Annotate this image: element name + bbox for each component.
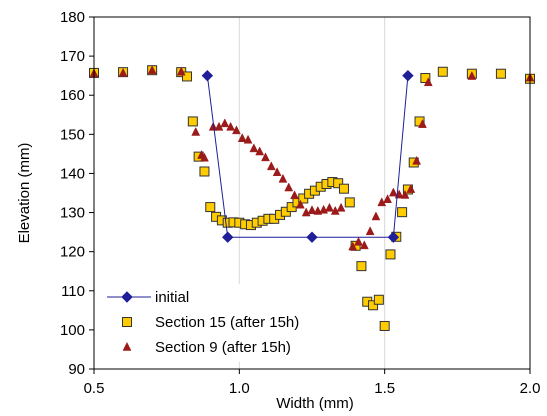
data-point [261,152,270,162]
data-point [406,184,416,193]
series-initial [201,69,414,243]
data-point [371,211,381,221]
x-tick-label: 0.5 [84,380,105,397]
data-point [356,261,367,272]
data-point [383,194,392,204]
data-point [387,231,400,243]
data-point [402,69,414,82]
y-tick-label: 130 [60,205,85,222]
data-point [365,226,375,236]
legend-item-initial: initial [107,289,189,306]
y-tick-label: 90 [68,361,85,378]
data-point [301,207,311,217]
x-tick-label: 2.0 [520,380,541,397]
data-point [118,67,128,77]
data-point [187,116,198,127]
plot-frame [93,16,531,370]
data-point [295,199,305,209]
data-point [397,207,408,218]
data-point [325,202,334,212]
data-point [467,70,477,80]
legend-marker [122,341,132,351]
y-tick-label: 180 [60,9,85,26]
legend-marker [121,291,133,303]
data-point [333,178,344,189]
x-tick-label: 1.5 [374,380,395,397]
data-point [388,187,398,197]
y-tick-label: 100 [60,322,85,339]
y-axis-title: Elevation (mm) [16,143,33,244]
data-point [400,189,410,199]
y-tick-label: 120 [60,244,85,261]
data-point [423,77,433,87]
legend-marker [122,317,132,327]
data-point [147,65,157,74]
legend-item-section-9: Section 9 (after 15h) [122,339,291,356]
data-point [290,190,299,200]
data-point [272,167,282,177]
data-point [368,300,379,311]
y-tick-label: 140 [60,165,85,182]
legend-label: Section 9 (after 15h) [155,339,291,356]
data-point [200,152,209,162]
legend-label: initial [155,289,189,306]
data-point [284,182,294,192]
data-point [226,121,236,131]
data-point [385,249,396,260]
data-point [307,205,317,214]
axis-ticks: 90 100 110 120 130 140 150 160 170 180 0.5 1.0 1.5 2.… [60,9,540,397]
data-point [199,166,210,177]
data-point [418,119,427,128]
data-point [237,133,247,142]
data-point [437,66,448,77]
data-point [379,320,390,331]
data-point [412,155,422,165]
data-point [373,294,384,305]
data-point [420,73,431,84]
series-section-9 [89,65,535,251]
data-point [495,68,506,79]
data-point [336,202,346,212]
data-point [205,202,216,213]
data-point [359,240,369,250]
y-tick-label: 150 [60,126,85,143]
data-point [348,241,358,251]
data-point [306,231,318,243]
data-point [221,231,234,243]
data-point [232,125,241,135]
data-point [255,146,265,156]
data-point [266,161,276,171]
data-point [220,118,230,128]
data-point [278,173,288,183]
data-point [344,197,355,208]
y-tick-label: 110 [61,283,85,300]
data-point [182,71,193,82]
legend-item-section-15: Section 15 (after 15h) [122,314,299,331]
data-point [176,66,186,76]
data-point [338,183,349,194]
legend-label: Section 15 (after 15h) [155,314,299,331]
data-point [201,69,214,82]
data-point [249,143,259,153]
data-point [243,134,253,144]
y-tick-label: 170 [60,48,85,65]
data-point [191,126,201,136]
data-point [208,121,218,131]
x-axis-title: Width (mm) [276,395,354,412]
legend: initial Section 15 (after 15h) Section 9… [99,284,349,362]
x-tick-label: 1.0 [229,380,250,397]
y-tick-label: 160 [60,87,85,104]
data-point [354,236,363,246]
